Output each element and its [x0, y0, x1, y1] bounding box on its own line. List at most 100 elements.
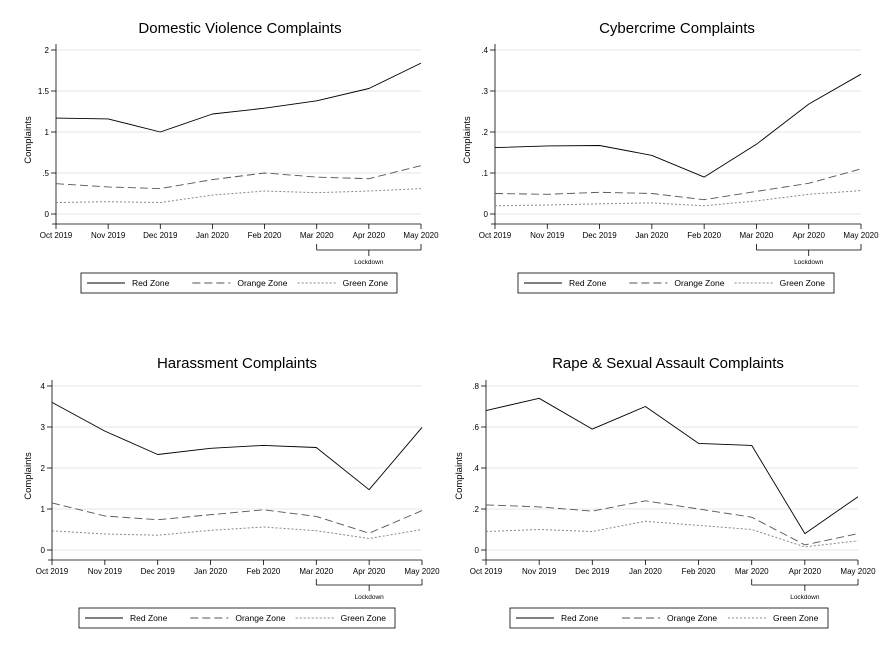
chart-panel-4: Rape & Sexual Assault Complaints 0 .2 .4 .6.… — [454, 355, 876, 629]
series-line-orange-zone — [51, 502, 423, 534]
y-tick-label: .8 — [472, 382, 479, 391]
y-tick-label: 1.5 — [38, 87, 50, 96]
x-tick-label: Oct 2019 — [470, 567, 503, 576]
x-tick-label: Apr 2020 — [353, 567, 386, 576]
x-tick-label: Jan 2020 — [194, 567, 227, 576]
lockdown-label: Lockdown — [354, 259, 384, 266]
legend: Red Zone Orange Zone Green Zone — [78, 607, 396, 629]
lockdown-label: Lockdown — [790, 594, 820, 601]
legend-label: Green Zone — [343, 278, 389, 288]
y-tick-label: 1 — [45, 128, 50, 137]
x-tick-label: Oct 2019 — [479, 231, 512, 240]
y-tick-label: 2 — [45, 46, 50, 55]
series-line-green-zone — [55, 188, 422, 203]
x-tick-label: Feb 2020 — [247, 567, 281, 576]
x-tick-label: Dec 2019 — [143, 231, 178, 240]
x-tick-label: Jan 2020 — [635, 231, 668, 240]
x-tick-label: Jan 2020 — [196, 231, 229, 240]
legend-box — [80, 272, 398, 294]
x-tick-label: Nov 2019 — [530, 231, 565, 240]
chart-panel-3: Harassment Complaints 0 1 2 3 4 Oct 2019 Nov 20… — [23, 355, 440, 629]
x-tick-label: Jan 2020 — [629, 567, 662, 576]
y-tick-label: .4 — [472, 464, 479, 473]
x-tick-label: May 2020 — [403, 231, 439, 240]
legend-label: Red Zone — [569, 278, 607, 288]
chart-title: Rape & Sexual Assault Complaints — [552, 355, 784, 372]
chart-title: Domestic Violence Complaints — [138, 20, 341, 37]
x-tick-label: Feb 2020 — [687, 231, 721, 240]
lockdown-bracket: Lockdown — [315, 579, 423, 601]
legend-box — [517, 272, 835, 294]
legend-label: Red Zone — [561, 613, 599, 623]
x-tick-label: May 2020 — [843, 231, 879, 240]
legend: Red Zone Orange Zone Green Zone — [80, 272, 398, 294]
x-tick-label: Mar 2020 — [300, 231, 334, 240]
x-tick-label: May 2020 — [840, 567, 876, 576]
lockdown-bracket: Lockdown — [316, 244, 422, 266]
y-axis-label: Complaints — [23, 116, 34, 164]
y-axis-label: Complaints — [23, 452, 34, 500]
legend-label: Orange Zone — [667, 613, 717, 623]
legend: Red Zone Orange Zone Green Zone — [517, 272, 835, 294]
chart-title: Cybercrime Complaints — [599, 20, 755, 37]
series-line-red-zone — [51, 402, 423, 491]
x-tick-label: Dec 2019 — [575, 567, 610, 576]
y-axis-label: Complaints — [454, 452, 465, 500]
legend-box — [509, 607, 829, 629]
series-line-orange-zone — [494, 168, 862, 201]
y-tick-label: 2 — [41, 464, 46, 473]
y-tick-label: .3 — [481, 87, 488, 96]
y-tick-label: 4 — [41, 382, 46, 391]
x-tick-label: Feb 2020 — [248, 231, 282, 240]
chart-panel-2: Cybercrime Complaints 0 .1 .2 .3 .4 Oct 2019 No… — [462, 20, 879, 294]
x-tick-label: Dec 2019 — [141, 567, 176, 576]
y-tick-label: .5 — [42, 169, 49, 178]
y-tick-label: .2 — [472, 505, 479, 514]
legend-label: Orange Zone — [237, 278, 287, 288]
series-line-orange-zone — [55, 165, 422, 190]
lockdown-label: Lockdown — [355, 594, 385, 601]
y-tick-label: 3 — [41, 423, 46, 432]
y-tick-label: 1 — [41, 505, 46, 514]
x-tick-label: Nov 2019 — [91, 231, 126, 240]
x-tick-label: Feb 2020 — [682, 567, 716, 576]
y-tick-label: 0 — [475, 546, 480, 555]
x-tick-label: Dec 2019 — [582, 231, 617, 240]
legend-label: Green Zone — [773, 613, 819, 623]
chart-title: Harassment Complaints — [157, 355, 317, 372]
x-tick-label: Mar 2020 — [735, 567, 769, 576]
legend-label: Orange Zone — [235, 613, 285, 623]
y-tick-label: 0 — [484, 210, 489, 219]
chart-panel-1: Domestic Violence Complaints 0 .5 1 1.5 2 Oct … — [23, 20, 439, 294]
series-line-green-zone — [51, 526, 423, 539]
series-line-green-zone — [494, 190, 862, 207]
x-tick-label: Oct 2019 — [36, 567, 69, 576]
lockdown-bracket: Lockdown — [751, 579, 859, 601]
legend-label: Orange Zone — [674, 278, 724, 288]
legend-label: Green Zone — [341, 613, 387, 623]
y-tick-label: .2 — [481, 128, 488, 137]
y-tick-label: .4 — [481, 46, 488, 55]
x-tick-label: Apr 2020 — [353, 231, 386, 240]
legend-label: Red Zone — [130, 613, 168, 623]
legend-label: Red Zone — [132, 278, 170, 288]
x-tick-label: Nov 2019 — [88, 567, 123, 576]
x-tick-label: Mar 2020 — [740, 231, 774, 240]
x-tick-label: May 2020 — [404, 567, 440, 576]
y-axis-label: Complaints — [462, 116, 473, 164]
legend: Red Zone Orange Zone Green Zone — [509, 607, 829, 629]
series-line-red-zone — [494, 73, 862, 178]
legend-label: Green Zone — [780, 278, 826, 288]
y-tick-label: 0 — [41, 546, 46, 555]
x-tick-label: Apr 2020 — [789, 567, 822, 576]
y-tick-label: .1 — [481, 169, 488, 178]
series-line-red-zone — [55, 62, 422, 133]
x-tick-label: Oct 2019 — [40, 231, 73, 240]
legend-box — [78, 607, 396, 629]
x-tick-label: Mar 2020 — [299, 567, 333, 576]
x-tick-label: Apr 2020 — [792, 231, 825, 240]
lockdown-bracket: Lockdown — [756, 244, 862, 266]
y-tick-label: 0 — [45, 210, 50, 219]
series-line-red-zone — [485, 397, 859, 535]
